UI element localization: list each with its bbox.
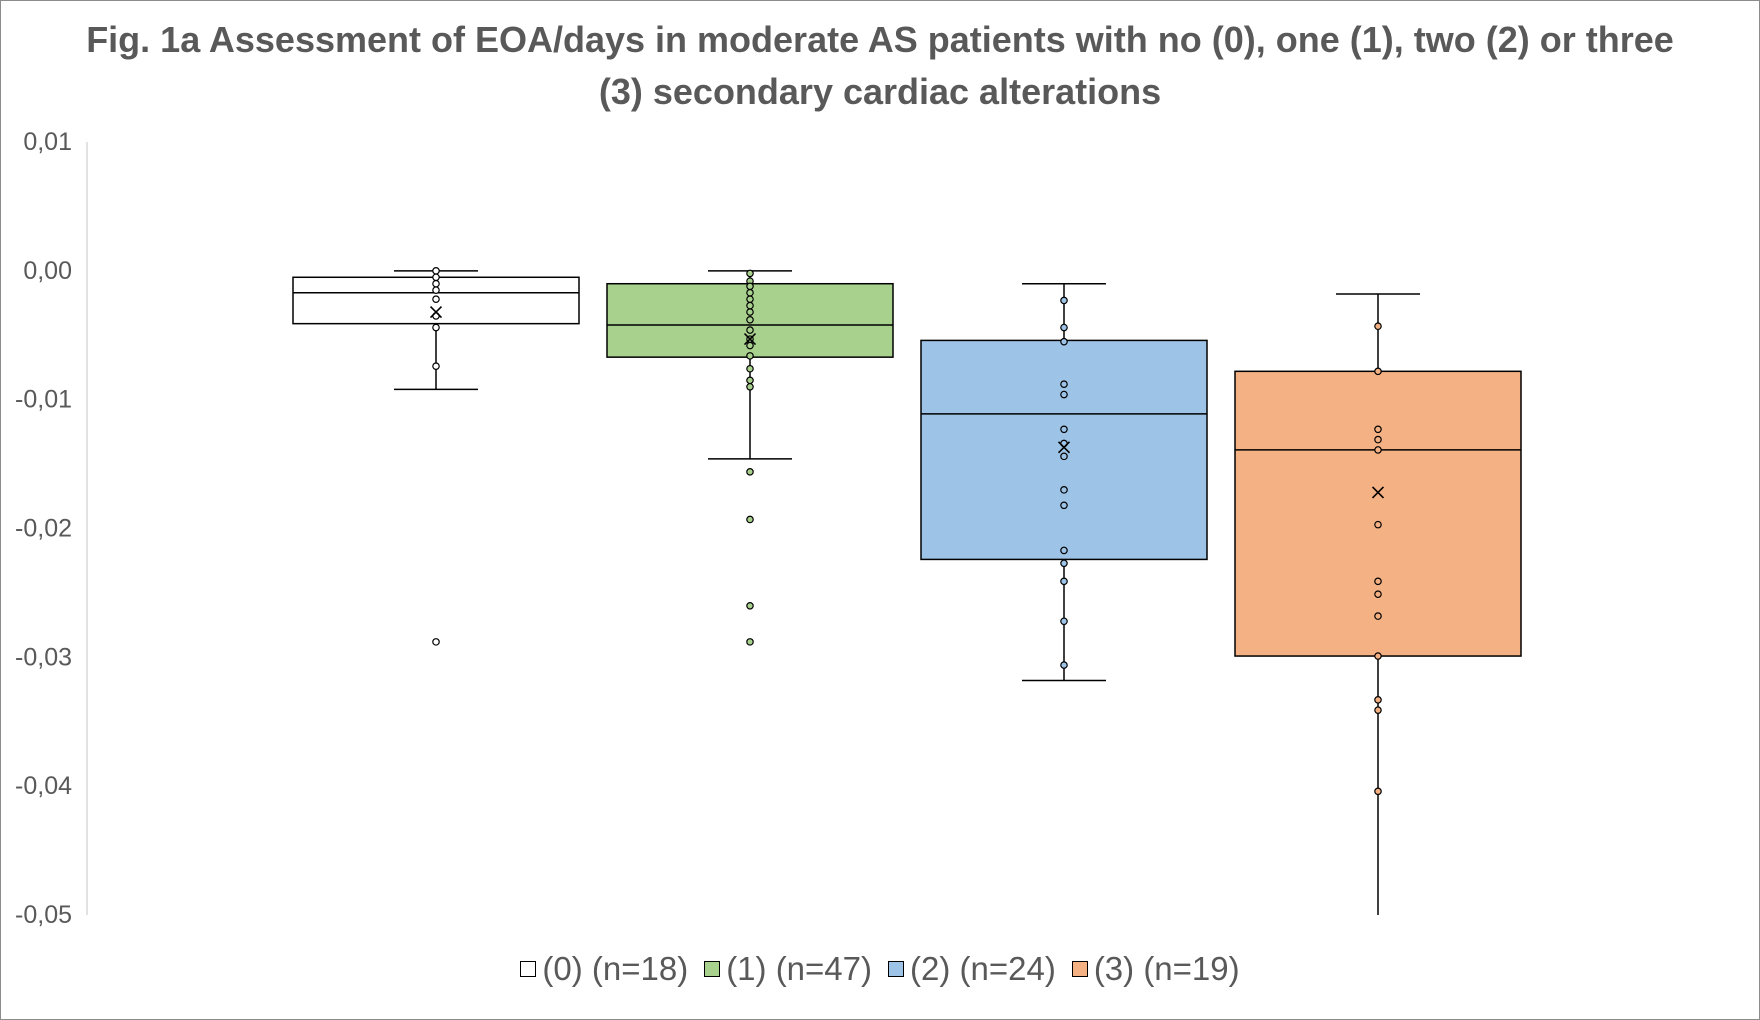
- data-point: [1060, 546, 1068, 555]
- box-group: [1234, 293, 1522, 915]
- y-axis: 0,01 0,00 -0,01 -0,02 -0,03 -0,04 -0,05: [15, 128, 88, 929]
- data-point: [1374, 520, 1382, 529]
- box-group: [606, 269, 894, 646]
- data-point: [1060, 617, 1068, 626]
- data-point: [1374, 706, 1382, 714]
- legend-label: (0) (n=18): [542, 950, 689, 987]
- y-tick-label: -0,02: [15, 515, 72, 543]
- data-point: [746, 364, 754, 373]
- data-point: [1374, 367, 1382, 376]
- data-point: [746, 601, 754, 610]
- data-point: [746, 269, 754, 278]
- legend-swatch: [704, 961, 721, 977]
- box-group: [920, 282, 1208, 682]
- data-point: [1060, 425, 1068, 434]
- y-tick-label: -0,03: [15, 643, 72, 671]
- data-point: [432, 279, 440, 288]
- data-point: [746, 282, 754, 291]
- data-point: [1060, 661, 1068, 669]
- data-point: [1060, 577, 1068, 586]
- legend: (0) (n=18) (1) (n=47) (2) (n=24) (3) (n=19): [0, 950, 1760, 988]
- legend-swatch: [888, 961, 904, 977]
- mean-marker-stroke: [429, 305, 443, 319]
- mean-marker: [1371, 486, 1385, 499]
- data-point: [746, 341, 754, 350]
- box-iqr: [920, 339, 1208, 561]
- data-point: [746, 352, 754, 360]
- data-point: [1374, 322, 1382, 331]
- legend-item: (1) (n=47): [704, 950, 872, 988]
- mean-marker-stroke: [1057, 441, 1071, 454]
- legend-item: (0) (n=18): [520, 950, 688, 988]
- y-tick-label: 0,01: [23, 128, 72, 156]
- box-series-layer: [292, 267, 1522, 915]
- legend-item: (3) (n=19): [1071, 950, 1240, 988]
- data-point: [746, 326, 754, 334]
- mean-marker: [429, 305, 443, 319]
- y-tick-label: 0,00: [23, 257, 72, 285]
- y-tick-label: -0,04: [15, 772, 72, 800]
- data-point: [1060, 380, 1068, 389]
- chart-title: Fig. 1a Assessment of EOA/days in modera…: [86, 19, 1674, 112]
- data-point: [746, 468, 754, 476]
- data-point: [746, 308, 754, 316]
- data-point: [432, 286, 440, 294]
- legend-label: (1) (n=47): [726, 950, 872, 987]
- y-tick-label: -0,01: [15, 386, 72, 414]
- data-point: [432, 362, 440, 370]
- data-point: [1374, 577, 1382, 586]
- data-point: [746, 382, 754, 391]
- data-point: [1374, 612, 1382, 620]
- data-point: [1374, 696, 1382, 704]
- data-point: [746, 515, 754, 524]
- data-point: [746, 301, 754, 310]
- box-group: [292, 267, 580, 646]
- data-point: [1060, 323, 1068, 332]
- y-tick-label: -0,05: [15, 901, 72, 929]
- data-point: [1060, 559, 1068, 568]
- data-point: [1374, 446, 1382, 454]
- legend-label: (2) (n=24): [910, 950, 1056, 987]
- data-point: [1060, 501, 1068, 510]
- data-point: [1374, 425, 1382, 434]
- legend-label: (3) (n=19): [1093, 950, 1240, 987]
- legend-swatch: [1071, 961, 1088, 977]
- data-point: [746, 315, 754, 324]
- data-point: [1060, 486, 1068, 494]
- data-point: [432, 273, 440, 282]
- data-point: [746, 638, 754, 646]
- data-point: [432, 267, 440, 275]
- data-point: [1374, 435, 1382, 444]
- legend-item: (2) (n=24): [888, 950, 1056, 988]
- data-point: [432, 295, 440, 303]
- data-point: [1374, 652, 1382, 660]
- mean-marker: [1057, 441, 1071, 454]
- data-point: [432, 323, 440, 332]
- data-point: [746, 376, 754, 385]
- data-point: [746, 288, 754, 297]
- data-point: [746, 295, 754, 303]
- data-point: [1060, 337, 1068, 346]
- data-point: [1060, 452, 1068, 461]
- data-point: [1374, 787, 1382, 796]
- legend-swatch: [520, 961, 537, 977]
- data-point: [1060, 390, 1068, 399]
- mean-marker: [743, 333, 757, 346]
- mean-marker-stroke: [743, 333, 757, 346]
- data-point: [432, 638, 440, 646]
- mean-marker-stroke: [1371, 486, 1385, 499]
- data-point: [1060, 296, 1068, 305]
- data-point: [1374, 590, 1382, 599]
